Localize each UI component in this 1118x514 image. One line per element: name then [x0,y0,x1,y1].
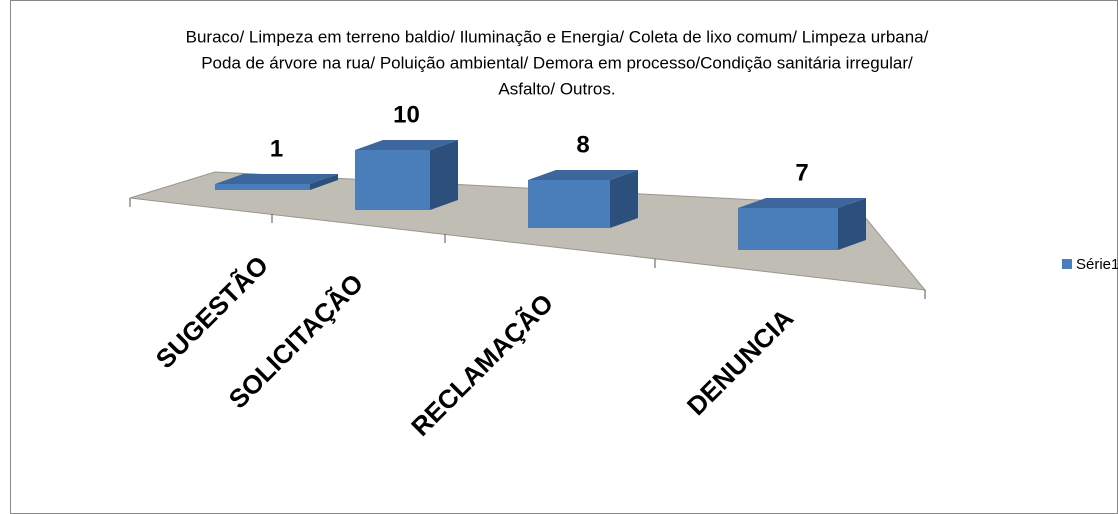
bar-front [528,180,610,228]
bar-top [738,198,866,208]
bar-side [430,140,458,210]
chart-title: Buraco/ Limpeza em terreno baldio/ Ilumi… [186,27,929,46]
data-label: 8 [576,131,589,158]
chart-frame [10,0,1118,514]
chart-title: Poda de árvore na rua/ Poluição ambienta… [201,53,913,72]
bar [528,170,638,228]
bar-top [355,140,458,150]
bar [738,198,866,250]
legend-swatch [1062,259,1072,269]
bar-side [838,198,866,250]
bar-side [310,174,338,190]
bar-top [528,170,638,180]
bar-side [610,170,638,228]
bar-front [738,208,838,250]
data-label: 10 [393,101,420,128]
bar [215,174,338,190]
legend-label: Série1 [1076,256,1118,273]
bar [355,140,458,210]
data-label: 1 [270,135,283,162]
bar-front [355,150,430,210]
data-label: 7 [795,159,808,186]
chart-title: Asfalto/ Outros. [498,79,615,98]
bar-top [215,174,338,184]
bar-front [215,184,310,190]
